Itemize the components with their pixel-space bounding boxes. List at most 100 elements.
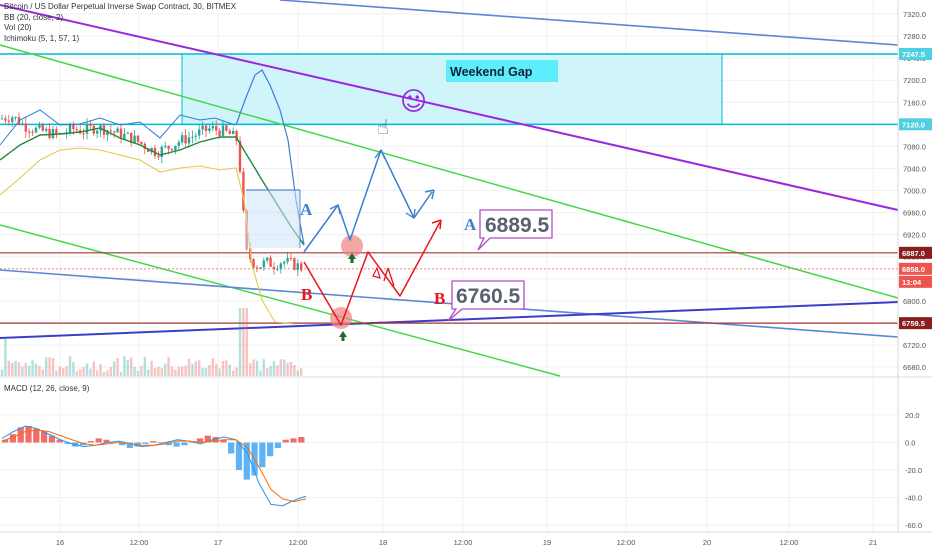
volume-bar bbox=[11, 362, 14, 376]
macd-hist-bar bbox=[196, 438, 204, 443]
macd-hist-bar bbox=[142, 442, 149, 444]
callout-b-box bbox=[447, 280, 525, 322]
up-arrow-icon bbox=[339, 331, 347, 341]
macd-hist-bar bbox=[212, 437, 219, 443]
candle-body bbox=[119, 128, 123, 139]
candle-body bbox=[181, 135, 184, 143]
volume-bar bbox=[123, 356, 126, 376]
price-tick-label: 6800.0 bbox=[903, 297, 926, 306]
candle-body bbox=[228, 130, 231, 135]
candle-body bbox=[174, 145, 177, 151]
volume-bar bbox=[204, 367, 208, 376]
drawings: A B A B 6889.5 6760.5 ☺ ☝ bbox=[300, 87, 553, 341]
macd-hist-bar bbox=[33, 428, 40, 443]
projection-b-path bbox=[303, 221, 441, 326]
volume-bar bbox=[4, 338, 7, 376]
ichimoku-legend[interactable]: Ichimoku (5, 1, 57, 1) bbox=[4, 33, 80, 43]
volume-bar bbox=[58, 366, 61, 376]
candle-body bbox=[187, 137, 191, 144]
candle-body bbox=[283, 261, 286, 264]
volume-bar bbox=[65, 366, 68, 376]
candle-body bbox=[184, 135, 187, 144]
candle-body bbox=[147, 148, 150, 152]
macd-legend[interactable]: MACD (12, 26, close, 9) bbox=[4, 384, 90, 393]
volume-bar bbox=[228, 364, 231, 376]
volume-bar bbox=[245, 308, 248, 376]
candle-body bbox=[41, 124, 44, 131]
candle-body bbox=[296, 263, 299, 270]
volume-bar bbox=[164, 363, 167, 376]
candle-body bbox=[215, 126, 218, 131]
indicator-lines bbox=[0, 69, 305, 325]
volume-bar bbox=[143, 356, 146, 376]
bb-legend[interactable]: BB (20, close, 2) bbox=[4, 12, 64, 22]
time-tick-label: 21 bbox=[869, 538, 877, 547]
volume-bar bbox=[187, 358, 191, 376]
candle-body bbox=[170, 148, 174, 151]
candle-body bbox=[11, 117, 14, 122]
candle-body bbox=[68, 124, 72, 133]
volume-bar bbox=[99, 364, 102, 376]
volume-bar bbox=[75, 371, 78, 376]
price-tick-label: 7200.0 bbox=[903, 76, 926, 85]
time-tick-label: 12:00 bbox=[289, 538, 308, 547]
smiley-icon: ☺ bbox=[400, 87, 427, 117]
macd-hist-bar bbox=[40, 431, 48, 443]
arrow-head-icon bbox=[405, 208, 416, 219]
macd-hist-bar bbox=[259, 442, 266, 468]
purple-trendline bbox=[0, 4, 899, 211]
volume-bar bbox=[140, 366, 143, 376]
macd-hist-bar bbox=[235, 442, 243, 470]
volume-bar bbox=[181, 366, 184, 376]
price-tick-label: 6680.0 bbox=[903, 363, 926, 372]
volume-bar bbox=[232, 370, 235, 376]
volume-bar bbox=[238, 308, 242, 376]
volume-bar bbox=[289, 361, 293, 376]
volume-bar bbox=[293, 364, 296, 376]
volume-bar bbox=[242, 308, 245, 376]
macd-hist-bar bbox=[243, 442, 250, 480]
candle-body bbox=[4, 118, 7, 121]
volume-bar bbox=[259, 370, 262, 376]
chart-legend: Bitcoin / US Dollar Perpetual Inverse Sw… bbox=[4, 2, 236, 44]
macd-pane: 20.0 0.0 -20.0 -40.0 -60.0 bbox=[0, 411, 922, 530]
letter-b-label: B bbox=[434, 289, 445, 308]
macd-hist-bar bbox=[103, 439, 110, 443]
volume-bar bbox=[147, 369, 150, 376]
candle-body bbox=[133, 135, 136, 143]
volume-bar bbox=[106, 370, 109, 376]
candle-body bbox=[235, 130, 238, 141]
bb-basis bbox=[0, 127, 305, 246]
macd-hist-bar bbox=[228, 442, 235, 454]
volume-bar bbox=[215, 364, 218, 376]
volume-bar bbox=[130, 357, 133, 376]
macd-hist-bar bbox=[95, 438, 102, 443]
volume-bar bbox=[48, 357, 51, 376]
marker-a-circle bbox=[341, 235, 363, 257]
candle-body bbox=[31, 131, 34, 133]
candle-body bbox=[164, 145, 167, 147]
candle-body bbox=[266, 257, 269, 261]
badge-gap-top-bg bbox=[899, 47, 932, 60]
candle-body bbox=[269, 257, 272, 267]
trendlines bbox=[0, 0, 899, 377]
symbol-title: Bitcoin / US Dollar Perpetual Inverse Sw… bbox=[4, 2, 237, 11]
macd-tick-label: 0.0 bbox=[905, 439, 915, 448]
macd-hist-bar bbox=[220, 439, 227, 443]
macd-hist-bar bbox=[9, 434, 17, 443]
candle-body bbox=[167, 145, 170, 149]
volume-bar bbox=[96, 370, 99, 376]
vol-legend[interactable]: Vol (20) bbox=[4, 23, 32, 32]
time-tick-label: 20 bbox=[703, 538, 711, 547]
callout-a-value: 6889.5 bbox=[485, 214, 550, 237]
macd-hist-bar bbox=[173, 442, 180, 447]
volume-bar bbox=[255, 360, 259, 376]
green-upper-channel bbox=[0, 44, 899, 299]
letter-a-label: A bbox=[464, 215, 477, 234]
candle-body bbox=[242, 171, 245, 211]
volume-bars bbox=[0, 308, 303, 376]
volume-bar bbox=[92, 361, 95, 376]
badge-gap-bottom-bg bbox=[899, 118, 932, 131]
